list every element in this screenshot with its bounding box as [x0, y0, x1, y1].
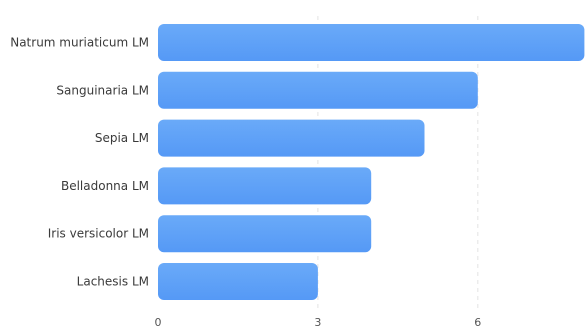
bar[interactable] — [158, 119, 425, 157]
bar[interactable] — [158, 215, 372, 253]
category-label: Sanguinaria LM — [56, 83, 149, 97]
bar[interactable] — [158, 263, 318, 300]
x-tick-label: 0 — [155, 316, 162, 329]
bar[interactable] — [158, 24, 585, 61]
category-label: Natrum muriaticum LM — [10, 36, 149, 50]
category-labels: Natrum muriaticum LM Sanguinaria LM Sepia … — [10, 36, 149, 289]
x-axis-ticks: 0 3 6 — [155, 316, 482, 329]
grid-lines — [317, 16, 479, 310]
x-tick-label: 6 — [474, 316, 481, 329]
bar[interactable] — [158, 71, 478, 109]
x-tick-label: 3 — [314, 316, 321, 329]
bar[interactable] — [158, 167, 372, 205]
category-label: Lachesis LM — [77, 275, 149, 289]
bars — [158, 24, 585, 300]
category-label: Belladonna LM — [61, 179, 149, 193]
category-label: Sepia LM — [95, 131, 149, 145]
category-label: Iris versicolor LM — [48, 227, 149, 241]
